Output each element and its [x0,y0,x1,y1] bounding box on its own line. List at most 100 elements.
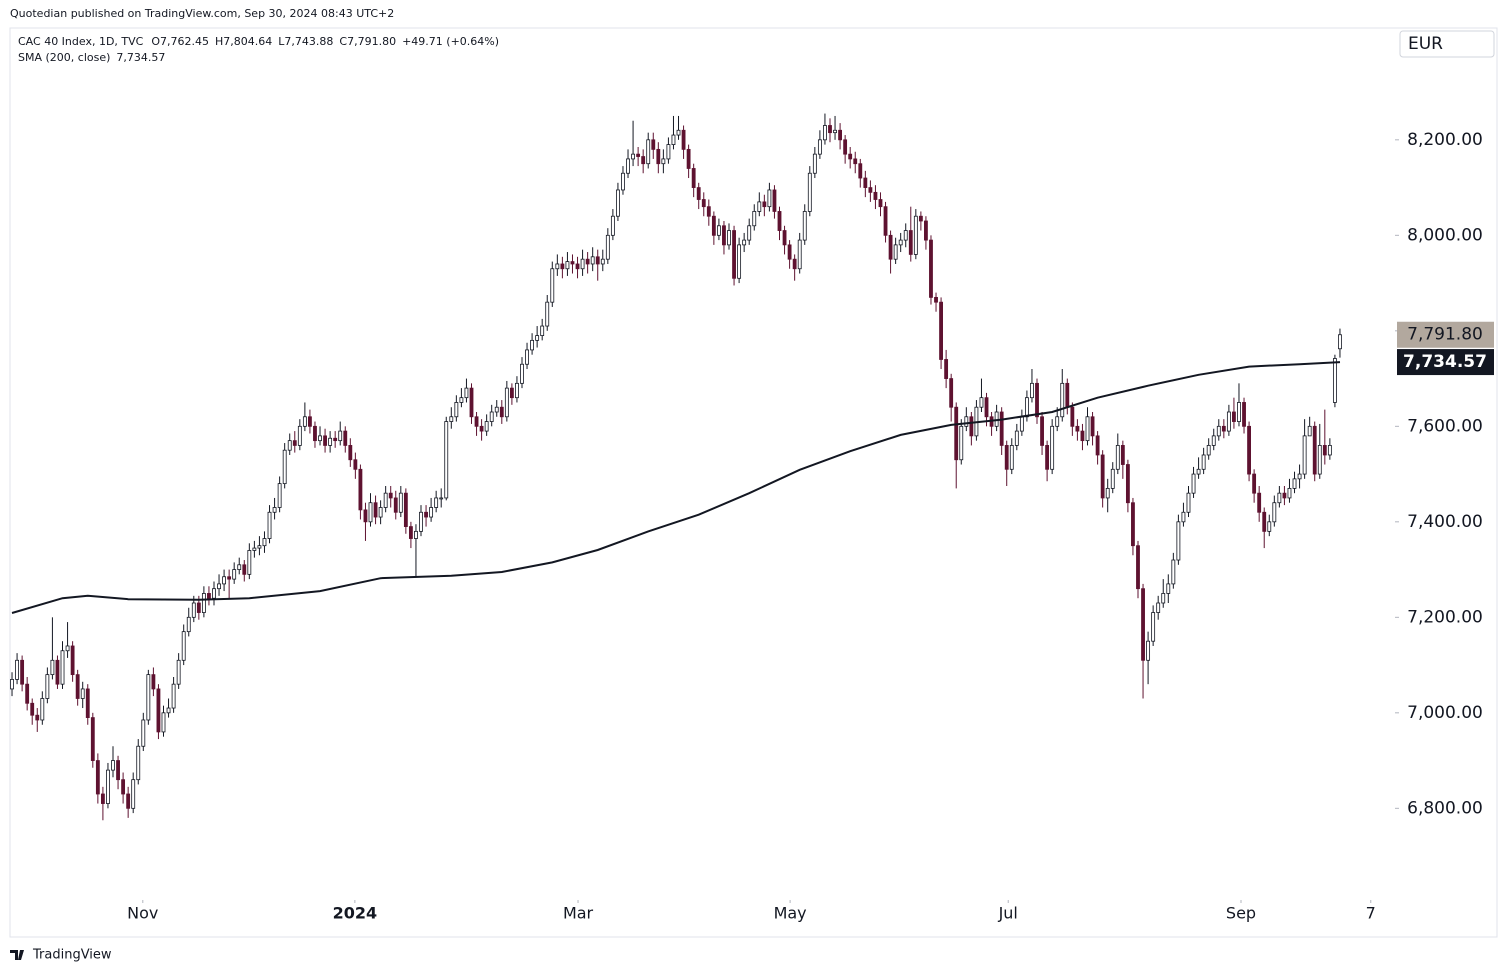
candle-body [1237,402,1241,422]
candle-body [126,793,131,809]
candle-body [479,425,484,432]
candle-body [1030,382,1034,399]
candle-body [817,139,822,155]
candle-body [641,156,646,165]
candle-body [848,153,853,160]
candle-body [40,698,45,721]
candle-body [934,296,938,303]
candle-body [1332,358,1337,403]
candle-body [1262,511,1267,532]
ohlc-label: L7,743.88 [278,35,333,48]
candle-body [196,602,201,613]
candle-body [828,125,832,134]
candle-body [949,378,954,408]
candle-body [590,256,595,265]
candle-body [676,129,681,136]
candle-body [100,793,105,804]
candle-body [716,225,721,236]
candle-body [297,425,302,446]
candle-body [893,244,898,260]
candle-body [1105,487,1110,499]
candle-body [333,437,338,442]
candle-body [1136,545,1140,590]
candle-body [807,172,812,212]
candle-body [883,206,888,236]
candle-body [812,153,817,174]
candle-body [358,468,363,511]
candle-body [575,263,580,270]
candle-body [176,659,181,685]
x-tick-label: Nov [127,904,158,923]
candle-body [227,576,232,580]
last-price-label: 7,791.80 [1407,325,1483,345]
x-tick-label: 7 [1366,904,1376,923]
sma-price-label: 7,734.57 [1403,352,1487,372]
candle-body [434,497,439,508]
candle-body [141,719,146,747]
candle-body [499,406,504,418]
candle-body [1338,334,1342,350]
candle-body [1201,454,1206,470]
candle-body [1146,640,1151,661]
candle-body [429,507,434,518]
candle-body [363,509,368,523]
y-tick-label: 7,200.00 [1407,607,1483,627]
candle-body [136,745,141,781]
x-tick-label: Jul [998,904,1018,923]
candle-body [858,163,863,179]
candle-body [681,129,686,150]
candle-body [520,363,524,384]
candle-body [1100,454,1105,499]
candle-body [292,440,297,446]
candle-body [787,244,792,260]
candle-body [272,507,277,513]
candle-body [944,359,949,379]
candle-body [530,339,535,351]
candle-body [30,702,35,716]
candle-body [1277,492,1282,504]
candle-body [373,502,378,518]
candle-body [217,583,221,590]
candle-body [267,511,272,539]
candle-body [1181,511,1186,523]
candle-body [651,139,656,150]
candle-body [984,397,989,418]
candle-body [424,511,428,518]
candle-body [1095,435,1100,456]
candle-body [242,564,247,575]
currency-box[interactable] [1399,30,1495,58]
candle-body [843,139,848,155]
candle-body [701,199,706,208]
candle-body [656,148,661,165]
candle-body [722,225,726,246]
candle-body [383,492,388,508]
candle-body [600,258,605,265]
candle-body [898,239,903,246]
candle-body [444,421,449,499]
candle-body [1242,402,1246,427]
sma-line [11,361,1341,614]
candle-body [605,234,610,260]
candle-body [181,631,186,661]
currency[interactable]: EUR [1408,34,1443,54]
candle-body [151,674,156,690]
candle-body [802,211,807,241]
candle-body [616,189,620,217]
candle-body [328,437,333,446]
candle-body [767,189,772,208]
symbol: CAC 40 Index, 1D, TVC [18,35,144,48]
publisher: Quotedian published on TradingView.com, … [10,7,394,20]
ohlc-label: O7,762.45 [151,35,209,48]
candle-body [1226,411,1231,432]
candle-body [186,616,191,633]
candle-body [610,215,615,236]
candle-body [1297,473,1302,480]
candle-body [1287,487,1292,499]
candle-body [15,659,19,680]
candle-body [545,301,550,327]
candle-body [237,564,242,570]
footer: TradingView [32,948,112,963]
candle-body [60,650,65,685]
candle-body [979,397,984,408]
candle-body [1211,435,1216,446]
